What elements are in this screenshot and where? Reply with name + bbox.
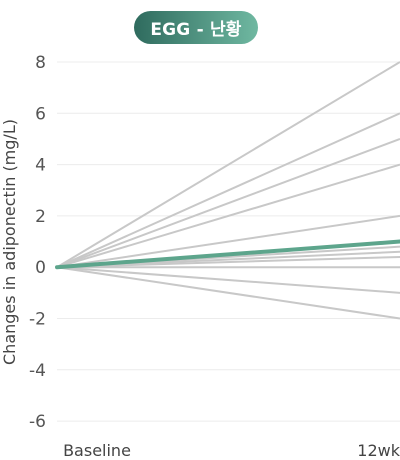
y-tick-neg4: -4: [29, 361, 46, 381]
y-tick-neg6: -6: [29, 412, 46, 432]
series-line-10: [56, 266, 400, 294]
series-line-1: [56, 61, 400, 269]
chart-title-badge: EGG - 난황: [134, 11, 258, 44]
series-lines: [56, 61, 400, 320]
y-tick-neg2: -2: [29, 310, 46, 330]
y-tick-labels: 8 6 4 2 0 -2 -4 -6: [29, 53, 46, 432]
series-line-8: [56, 255, 400, 269]
x-tick-label-12wk: 12wk: [357, 441, 400, 460]
highlight-line: [55, 239, 400, 270]
series-line-5: [56, 214, 400, 269]
y-tick-2: 2: [35, 207, 46, 227]
y-tick-0: 0: [35, 258, 46, 278]
y-axis-label: Changes in adiponectin (mg/L): [0, 119, 19, 365]
y-tick-8: 8: [35, 53, 46, 73]
y-tick-4: 4: [35, 156, 46, 176]
series-line-2: [56, 112, 400, 269]
series-line-3: [56, 138, 400, 269]
y-tick-6: 6: [35, 104, 46, 124]
series-line-11: [56, 266, 400, 320]
highlight-mean-line: [55, 239, 400, 270]
x-tick-label-baseline: Baseline: [63, 441, 131, 460]
series-line-4: [56, 163, 400, 269]
